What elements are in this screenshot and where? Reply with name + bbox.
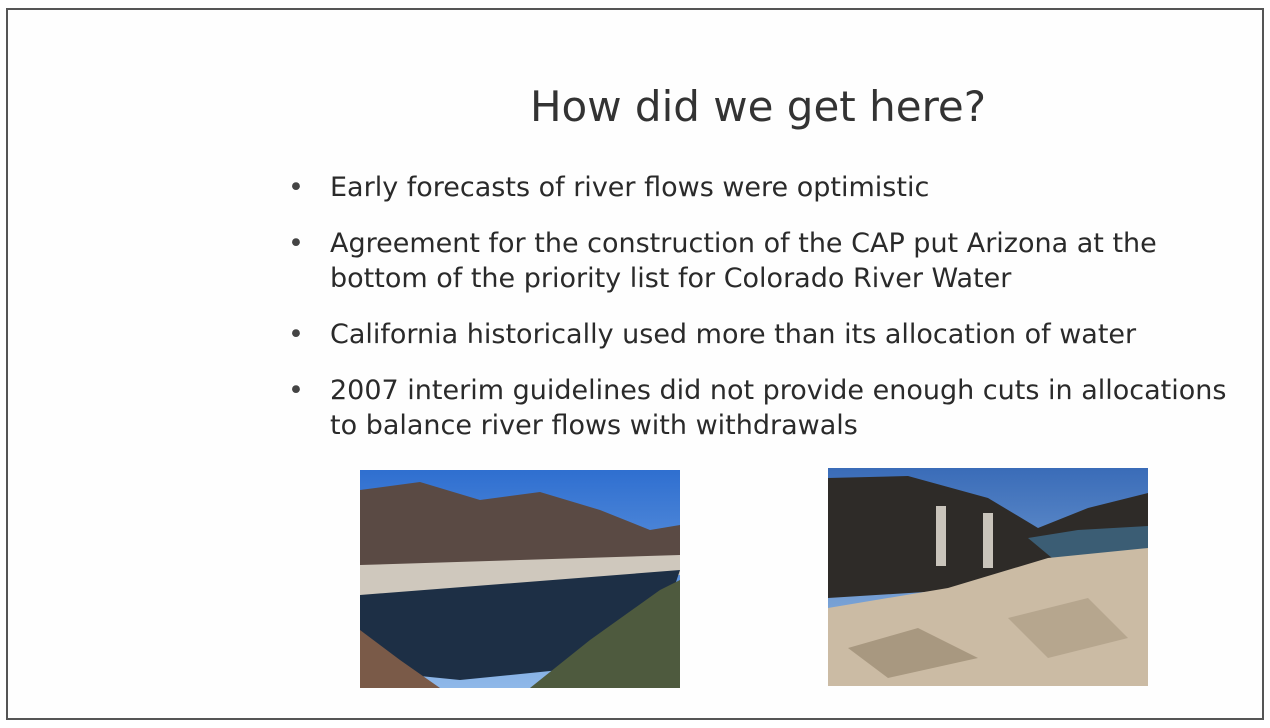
- bullet: Agreement for the construction of the CA…: [288, 226, 1228, 296]
- slide-title: How did we get here?: [448, 82, 1068, 131]
- lake-photo: [360, 470, 680, 688]
- bullet: Early forecasts of river flows were opti…: [288, 170, 1228, 205]
- page: {"slide": {"title": "How did we get here…: [0, 0, 1270, 728]
- bullet: California historically used more than i…: [288, 317, 1228, 352]
- bullet: 2007 interim guidelines did not provide …: [288, 373, 1228, 443]
- dam-photo: [828, 468, 1148, 686]
- bullet-list: Early forecasts of river flows were opti…: [288, 170, 1228, 464]
